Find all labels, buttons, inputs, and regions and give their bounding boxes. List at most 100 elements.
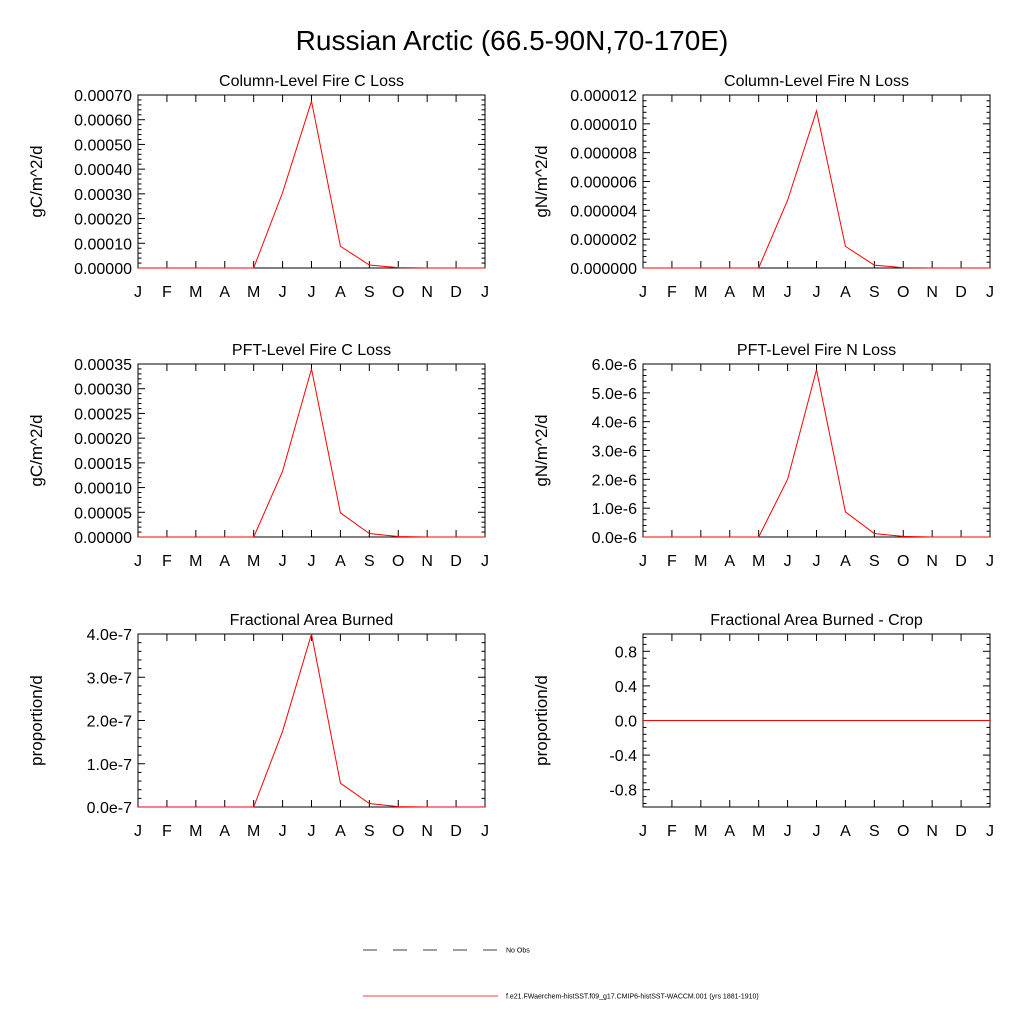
- y-tick-label: 0.000004: [570, 203, 637, 220]
- series-line: [643, 369, 990, 538]
- x-tick-label: F: [667, 553, 677, 570]
- x-tick-label: J: [813, 823, 821, 840]
- y-tick-label: 3.0e-6: [592, 444, 637, 461]
- x-tick-label: D: [450, 823, 462, 840]
- series-line: [643, 108, 990, 269]
- x-tick-label: A: [724, 823, 735, 840]
- y-tick-label: -0.4: [609, 748, 637, 765]
- x-tick-label: J: [279, 553, 287, 570]
- x-tick-label: D: [955, 553, 967, 570]
- x-tick-label: N: [421, 823, 433, 840]
- x-tick-label: O: [392, 284, 404, 301]
- chart-panel-6: Fractional Area Burned - Crop proportion/…: [532, 612, 994, 840]
- y-tick-label: 0.00000: [74, 530, 132, 547]
- x-tick-label: F: [667, 823, 677, 840]
- panel-title: Fractional Area Burned - Crop: [710, 612, 923, 629]
- x-tick-label: M: [189, 553, 202, 570]
- x-tick-label: A: [840, 553, 851, 570]
- x-tick-label: J: [308, 284, 316, 301]
- panel-title: Column-Level Fire C Loss: [219, 73, 404, 90]
- x-tick-label: J: [481, 284, 489, 301]
- legend-run-label: f.e21.FWaerchem-histSST.f09_g17.CMIP6-hi…: [506, 994, 759, 1001]
- y-tick-label: 0.0e-7: [87, 800, 132, 817]
- plot-frame: [642, 94, 991, 269]
- x-tick-label: J: [134, 553, 142, 570]
- x-tick-label: J: [813, 553, 821, 570]
- x-tick-label: M: [752, 553, 765, 570]
- x-tick-label: A: [840, 284, 851, 301]
- x-tick-label: S: [869, 284, 880, 301]
- y-tick-label: 2.0e-6: [592, 472, 637, 489]
- x-tick-label: J: [784, 284, 792, 301]
- plot-frame: [642, 363, 991, 538]
- x-tick-label: N: [926, 284, 938, 301]
- x-tick-label: D: [450, 553, 462, 570]
- x-tick-label: N: [926, 553, 938, 570]
- x-tick-label: A: [335, 284, 346, 301]
- y-tick-label: 3.0e-7: [87, 670, 132, 687]
- x-tick-label: M: [694, 284, 707, 301]
- y-tick-label: 0.00035: [74, 357, 132, 374]
- y-axis-label: proportion/d: [532, 675, 551, 766]
- x-tick-label: J: [639, 284, 647, 301]
- y-tick-label: 0.00005: [74, 505, 132, 522]
- x-tick-label: M: [752, 823, 765, 840]
- y-tick-label: 6.0e-6: [592, 357, 637, 374]
- series-line: [138, 101, 485, 269]
- x-tick-label: D: [955, 284, 967, 301]
- y-tick-label: 0.00030: [74, 382, 132, 399]
- y-tick-label: 0.4: [615, 679, 637, 696]
- x-tick-label: M: [247, 553, 260, 570]
- panel-title: Column-Level Fire N Loss: [724, 73, 909, 90]
- y-tick-label: 0.00000: [74, 261, 132, 278]
- x-tick-label: M: [189, 823, 202, 840]
- x-tick-label: S: [364, 823, 375, 840]
- y-axis-label: gC/m^2/d: [27, 145, 46, 217]
- x-tick-label: A: [219, 823, 230, 840]
- x-tick-label: A: [335, 823, 346, 840]
- x-tick-label: S: [869, 823, 880, 840]
- x-tick-label: S: [364, 284, 375, 301]
- y-tick-label: 5.0e-6: [592, 386, 637, 403]
- x-tick-label: J: [986, 284, 994, 301]
- series-line: [138, 368, 485, 538]
- y-axis-label: proportion/d: [27, 675, 46, 766]
- x-tick-label: M: [247, 823, 260, 840]
- panel-title: PFT-Level Fire N Loss: [737, 342, 896, 359]
- y-tick-label: 1.0e-7: [87, 757, 132, 774]
- x-tick-label: O: [897, 284, 909, 301]
- y-tick-label: 4.0e-7: [87, 627, 132, 644]
- x-tick-label: O: [897, 823, 909, 840]
- x-tick-label: O: [392, 553, 404, 570]
- y-tick-label: 0.000002: [570, 232, 637, 249]
- x-tick-label: A: [219, 553, 230, 570]
- x-tick-label: M: [694, 823, 707, 840]
- x-tick-label: N: [421, 553, 433, 570]
- plot-frame: [137, 633, 486, 808]
- x-tick-label: S: [869, 553, 880, 570]
- y-tick-label: 0.0e-6: [592, 530, 637, 547]
- x-tick-label: J: [279, 284, 287, 301]
- y-axis-label: gN/m^2/d: [532, 145, 551, 217]
- panel-title: Fractional Area Burned: [230, 612, 394, 629]
- x-tick-label: F: [162, 553, 172, 570]
- y-tick-label: 0.00025: [74, 406, 132, 423]
- x-tick-label: F: [667, 284, 677, 301]
- x-tick-label: J: [986, 823, 994, 840]
- x-tick-label: N: [926, 823, 938, 840]
- panel-title: PFT-Level Fire C Loss: [232, 342, 391, 359]
- x-tick-label: A: [219, 284, 230, 301]
- x-tick-label: J: [813, 284, 821, 301]
- y-axis-label: gC/m^2/d: [27, 414, 46, 486]
- x-tick-label: N: [421, 284, 433, 301]
- x-tick-label: J: [481, 553, 489, 570]
- x-tick-label: A: [724, 553, 735, 570]
- x-tick-label: A: [335, 553, 346, 570]
- y-tick-label: 0.00060: [74, 113, 132, 130]
- x-tick-label: J: [134, 823, 142, 840]
- plot-frame: [137, 363, 486, 538]
